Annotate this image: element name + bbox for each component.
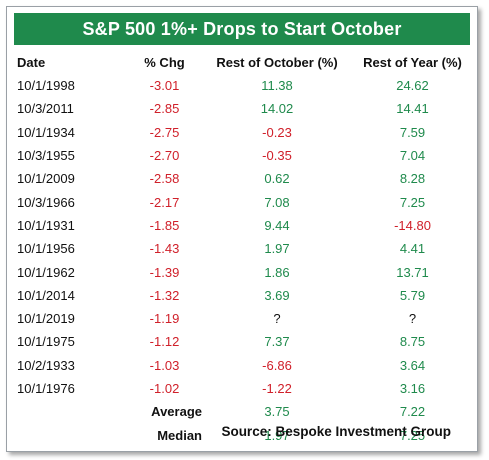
table-row: 10/1/1956 -1.43 1.97 4.41: [17, 237, 473, 260]
column-header-rest-of-october: Rest of October (%): [216, 54, 338, 70]
pct-chg-cell: -1.12: [149, 334, 180, 350]
date-cell: 10/1/1976: [17, 381, 75, 396]
column-header-pct-chg: % Chg: [144, 54, 185, 70]
pct-chg-cell: -1.32: [149, 287, 180, 303]
chart-title: S&P 500 1%+ Drops to Start October: [14, 13, 470, 45]
rest-of-october-cell: 14.02: [260, 101, 294, 117]
date-cell: 10/3/2011: [17, 101, 74, 117]
rest-of-october-cell: -0.23: [262, 124, 292, 140]
rest-of-year-cell: 24.62: [396, 78, 429, 94]
table-row: 10/2/1933 -1.03 -6.86 3.64: [17, 354, 473, 377]
rest-of-october-cell: 11.38: [261, 78, 293, 94]
rest-of-year-cell: 13.71: [396, 264, 429, 280]
date-cell: 10/3/1966: [17, 194, 75, 210]
rest-of-october-cell: 3.69: [264, 287, 290, 303]
table-row: 10/1/2009 -2.58 0.62 8.28: [17, 167, 473, 190]
summary-rest-of-year: 7.22: [399, 404, 426, 420]
pct-chg-cell: -2.58: [149, 171, 180, 187]
summary-row: Median 1.97 7.25: [17, 423, 473, 446]
table-row: 10/3/2011 -2.85 14.02 14.41: [17, 97, 473, 120]
pct-chg-cell: -2.70: [149, 148, 180, 164]
date-cell: 10/1/1998: [17, 78, 75, 94]
table-row: 10/3/1966 -2.17 7.08 7.25: [17, 190, 473, 213]
header-row: Date % Chg Rest of October (%) Rest of Y…: [17, 50, 473, 74]
rest-of-october-cell: 1.97: [264, 241, 290, 257]
pct-chg-cell: -3.01: [149, 78, 180, 94]
table-row: 10/1/1962 -1.39 1.86 13.71: [17, 260, 473, 283]
date-cell: 10/3/1955: [17, 148, 75, 164]
table-body: 10/1/1998 -3.01 11.38 24.62 10/3/2011 -2.85 14…: [17, 74, 473, 447]
rest-of-october-cell: -6.86: [262, 357, 292, 373]
rest-of-year-cell: -14.80: [394, 217, 431, 233]
rest-of-year-cell: 8.75: [399, 334, 426, 350]
pct-chg-cell: -1.85: [149, 217, 180, 233]
summary-rest-of-year: 7.25: [399, 427, 426, 443]
rest-of-october-cell: 0.62: [264, 171, 290, 187]
date-cell: 10/2/1933: [17, 357, 75, 373]
rest-of-october-cell: 1.86: [264, 264, 290, 280]
rest-of-year-cell: 3.64: [399, 357, 426, 373]
pct-chg-cell: -1.43: [149, 241, 180, 257]
summary-row: Average 3.75 7.22: [17, 400, 473, 423]
rest-of-year-cell: 7.04: [399, 148, 426, 164]
date-cell: 10/1/1934: [17, 124, 75, 140]
summary-label: Average: [151, 404, 202, 420]
rest-of-year-cell: 4.41: [399, 241, 426, 257]
pct-chg-cell: -1.19: [149, 311, 180, 327]
table-row: 10/1/1976 -1.02 -1.22 3.16: [17, 377, 473, 400]
date-cell: 10/1/1956: [17, 241, 75, 257]
summary-spacer: [17, 423, 127, 446]
rest-of-year-cell: 14.41: [396, 101, 429, 117]
pct-chg-cell: -2.75: [149, 124, 180, 140]
rest-of-october-cell: 9.44: [264, 217, 290, 233]
table-row: 10/1/1934 -2.75 -0.23 7.59: [17, 121, 473, 144]
pct-chg-cell: -1.03: [149, 357, 180, 373]
table-row: 10/1/1975 -1.12 7.37 8.75: [17, 330, 473, 353]
data-table: Date % Chg Rest of October (%) Rest of Y…: [17, 50, 473, 447]
rest-of-year-cell: 7.59: [399, 124, 426, 140]
rest-of-october-cell: -1.22: [262, 381, 292, 396]
table-row: 10/1/2019 -1.19??: [17, 307, 473, 330]
table-row: 10/3/1955 -2.70 -0.35 7.04: [17, 144, 473, 167]
table-row: 10/1/1998 -3.01 11.38 24.62: [17, 74, 473, 97]
rest-of-october-cell: ?: [273, 311, 281, 327]
summary-label: Median: [157, 427, 202, 443]
column-header-rest-of-year: Rest of Year (%): [363, 54, 462, 70]
rest-of-year-cell: 8.28: [399, 171, 426, 187]
source-note: Source: Bespoke Investment Group: [221, 424, 451, 439]
pct-chg-cell: -1.02: [149, 381, 180, 396]
date-cell: 10/1/1962: [17, 264, 75, 280]
date-cell: 10/1/2009: [17, 171, 75, 187]
summary-spacer: [17, 400, 127, 423]
date-cell: 10/1/2019: [17, 311, 75, 327]
rest-of-october-cell: -0.35: [262, 148, 292, 164]
rest-of-october-cell: 7.08: [264, 194, 290, 210]
table-row: 10/1/2014 -1.32 3.69 5.79: [17, 284, 473, 307]
date-cell: 10/1/2014: [17, 287, 75, 303]
rest-of-october-cell: 7.37: [264, 334, 290, 350]
rest-of-year-cell: 3.16: [399, 381, 426, 396]
table-row: 10/1/1931 -1.85 9.44 -14.80: [17, 214, 473, 237]
rest-of-year-cell: 5.79: [399, 287, 426, 303]
date-cell: 10/1/1931: [17, 217, 75, 233]
rest-of-year-cell: 7.25: [399, 194, 426, 210]
pct-chg-cell: -1.39: [149, 264, 180, 280]
table-card: S&P 500 1%+ Drops to Start October Date …: [6, 6, 478, 452]
column-header-date: Date: [17, 54, 46, 70]
pct-chg-cell: -2.17: [149, 194, 180, 210]
summary-rest-of-october: 1.97: [264, 427, 290, 443]
summary-rest-of-october: 3.75: [264, 404, 290, 420]
rest-of-year-cell: ?: [408, 311, 417, 327]
pct-chg-cell: -2.85: [149, 101, 180, 117]
date-cell: 10/1/1975: [17, 334, 75, 350]
